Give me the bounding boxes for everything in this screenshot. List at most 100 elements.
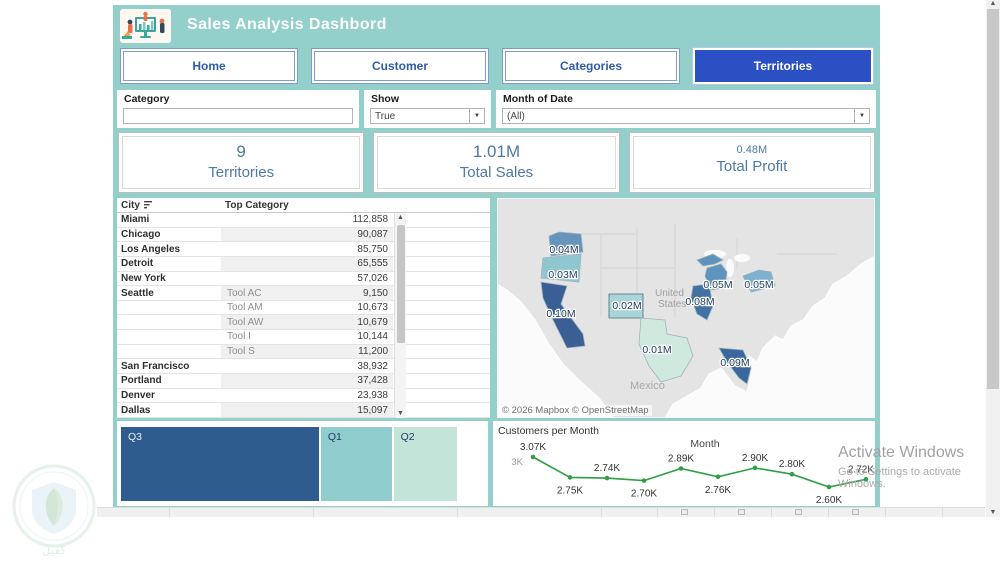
- kpi-row: 9 Territories 1.01M Total Sales 0.48M To…: [118, 132, 875, 193]
- table-scrollbar-thumb[interactable]: [397, 225, 405, 343]
- top-category-cell: [221, 256, 309, 271]
- value-cell: 10,144: [357, 331, 388, 343]
- top-category-cell: [221, 272, 309, 286]
- data-point[interactable]: [752, 465, 758, 471]
- table-row[interactable]: Los Angeles 85,750: [117, 242, 490, 257]
- scroll-down-icon[interactable]: ▼: [989, 509, 997, 516]
- city-cell: Los Angeles: [121, 243, 181, 255]
- treemap-block-q3[interactable]: Q3: [121, 427, 319, 501]
- table-row[interactable]: Portland 37,428: [117, 374, 490, 389]
- data-point-label: 3.07K: [520, 442, 546, 453]
- table-row[interactable]: Tool AM 10,673: [117, 301, 490, 316]
- strip-checkbox: [738, 509, 745, 515]
- tab-categories[interactable]: Categories: [502, 48, 680, 84]
- data-point[interactable]: [530, 454, 536, 460]
- top-category-cell: Tool AM: [227, 302, 263, 314]
- data-point[interactable]: [604, 475, 610, 481]
- filter-row: Category Show True ▼ Month of Date (All)…: [117, 90, 876, 128]
- line-chart-title: Customers per Month: [498, 425, 599, 437]
- table-row[interactable]: Chicago 90,087: [117, 227, 490, 243]
- customers-line-panel: Customers per Month Month 3K 3.07K 2.75K 2.7…: [493, 421, 875, 506]
- table-row[interactable]: Tool AW 10,679: [117, 315, 490, 331]
- table-row[interactable]: Tool I 10,144: [117, 330, 490, 345]
- top-category-cell: Tool S: [221, 344, 309, 359]
- window-scrollbar-thumb[interactable]: [987, 9, 999, 389]
- column-header-city[interactable]: City: [117, 200, 221, 211]
- state-washington[interactable]: [548, 231, 584, 257]
- geo-label-mexico: Mexico: [630, 380, 665, 392]
- window-scrollbar[interactable]: ▲ ▼: [986, 0, 1000, 517]
- table-row[interactable]: Dallas 15,097: [117, 403, 490, 418]
- chevron-down-icon[interactable]: ▼: [469, 109, 484, 123]
- kpi-territories: 9 Territories: [118, 132, 365, 193]
- state-value-label: 0.09M: [720, 357, 749, 369]
- table-row[interactable]: Detroit 65,555: [117, 256, 490, 272]
- tab-customer[interactable]: Customer: [311, 48, 489, 84]
- city-cell: Denver: [121, 390, 155, 401]
- value-cell: 15,097: [309, 403, 393, 417]
- data-point[interactable]: [826, 484, 832, 490]
- line-series: [532, 456, 867, 488]
- state-texas[interactable]: [638, 317, 694, 383]
- strip-checkbox: [795, 509, 802, 515]
- data-point[interactable]: [678, 466, 684, 471]
- value-cell: 11,200: [309, 344, 393, 359]
- city-table-body: Miami 112,858 Chicago 90,087 Los Angeles 85,7…: [117, 213, 490, 418]
- table-row[interactable]: New York 57,026: [117, 272, 490, 287]
- table-scrollbar[interactable]: ▲ ▼: [394, 213, 406, 418]
- table-row[interactable]: Tool S 11,200: [117, 344, 490, 360]
- treemap-block-q2[interactable]: Q2: [393, 427, 458, 501]
- show-dropdown[interactable]: True ▼: [370, 108, 485, 124]
- table-row[interactable]: Seattle Tool AC 9,150: [117, 286, 490, 301]
- strip-checkbox: [681, 509, 688, 515]
- category-input[interactable]: [123, 108, 353, 124]
- quarter-treemap: Q3 Q1 Q2: [121, 427, 484, 501]
- scroll-down-icon[interactable]: ▼: [397, 410, 404, 417]
- chevron-down-icon[interactable]: ▼: [854, 109, 869, 123]
- page-title: Sales Analysis Dashbord: [187, 16, 387, 33]
- state-value-label: 0.04M: [549, 244, 578, 256]
- city-table-header: City Top Category: [117, 198, 490, 213]
- data-point[interactable]: [641, 478, 647, 483]
- top-category-cell: [221, 227, 309, 242]
- table-row[interactable]: Denver 23,938: [117, 389, 490, 404]
- data-point-label: 2.90K: [742, 453, 768, 464]
- strip-divider: [601, 508, 602, 517]
- sort-descending-icon[interactable]: [143, 201, 153, 209]
- table-row[interactable]: Miami 112,858: [117, 213, 490, 228]
- top-category-cell: Tool I: [227, 331, 251, 343]
- value-cell: 10,679: [309, 315, 393, 330]
- map-attribution[interactable]: © 2026 Mapbox © OpenStreetMap: [499, 405, 652, 416]
- state-michigan[interactable]: [696, 253, 728, 291]
- state-new-york[interactable]: [742, 269, 776, 293]
- tab-home[interactable]: Home: [120, 48, 298, 84]
- strip-divider: [169, 508, 170, 517]
- strip-divider: [942, 508, 943, 517]
- data-point[interactable]: [715, 474, 721, 480]
- scroll-up-icon[interactable]: ▲: [989, 0, 997, 7]
- data-point-label: 2.72K: [848, 464, 874, 475]
- customers-per-month-line-chart[interactable]: Month 3K 3.07K 2.75K 2.74K 2.70K 2.89K 2.76K 2.9…: [493, 437, 875, 506]
- state-california[interactable]: [540, 281, 586, 349]
- city-table-panel: City Top Category Miami 112,858 Chicago 90,…: [117, 198, 490, 418]
- column-header-top-category[interactable]: Top Category: [225, 199, 289, 211]
- data-point-label: 2.60K: [816, 495, 842, 506]
- state-value-label: 0.03M: [548, 269, 577, 281]
- tab-territories[interactable]: Territories: [692, 47, 874, 85]
- top-category-cell: [221, 389, 309, 403]
- state-value-label: 0.05M: [703, 279, 732, 291]
- state-florida[interactable]: [718, 347, 752, 385]
- month-dropdown[interactable]: (All) ▼: [502, 108, 870, 124]
- strip-divider: [828, 508, 829, 517]
- data-point[interactable]: [789, 471, 795, 477]
- data-point[interactable]: [863, 477, 869, 482]
- scroll-up-icon[interactable]: ▲: [397, 214, 404, 221]
- svg-text:States: States: [658, 299, 686, 310]
- state-oregon[interactable]: [540, 253, 582, 283]
- data-point[interactable]: [567, 475, 573, 480]
- treemap-block-q1[interactable]: Q1: [320, 427, 392, 501]
- filter-show-label: Show: [371, 93, 399, 105]
- table-row[interactable]: San Francisco 38,932: [117, 359, 490, 375]
- city-cell: Miami: [121, 214, 150, 226]
- us-choropleth-map[interactable]: 0.04M 0.03M 0.10M 0.02M 0.01M 0.08M 0.05M 0.05M…: [497, 198, 875, 418]
